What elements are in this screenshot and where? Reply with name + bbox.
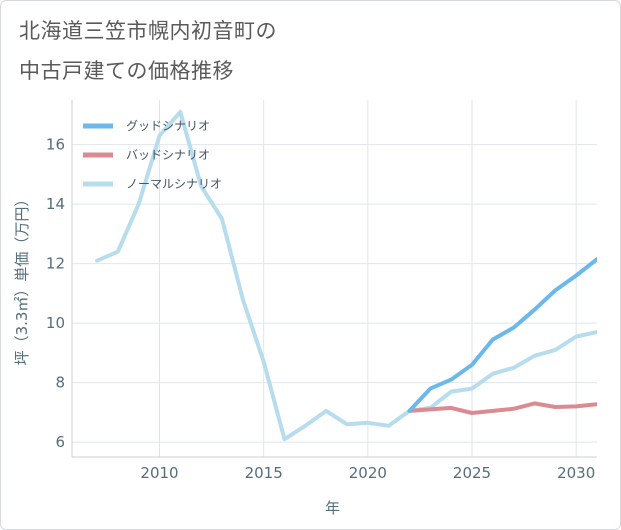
good-scenario-line <box>407 257 597 413</box>
x-tick-label: 2025 <box>453 464 491 482</box>
chart-title-line-1: 北海道三笠市幌内初音町の <box>19 19 277 43</box>
y-tick-label: 14 <box>46 195 65 213</box>
y-tick-label: 10 <box>46 314 65 332</box>
y-tick-label: 16 <box>46 136 65 154</box>
x-tick-label: 2010 <box>140 464 178 482</box>
x-tick-label: 2020 <box>349 464 387 482</box>
legend-normal-scenario-label: ノーマルシナリオ <box>126 177 222 191</box>
y-tick-label: 8 <box>55 374 65 392</box>
x-tick-label: 2030 <box>557 464 595 482</box>
x-axis-label: 年 <box>325 499 340 517</box>
x-tick-label: 2015 <box>245 464 283 482</box>
y-tick-label: 6 <box>55 433 65 451</box>
bad-scenario-line <box>407 401 597 415</box>
series-group <box>95 109 597 442</box>
legend-good-scenario-label: グッドシナリオ <box>126 119 210 133</box>
normal-scenario-line <box>95 109 597 442</box>
y-tick-label: 12 <box>46 255 65 273</box>
y-axis-label: 坪（3.3㎡）単価（万円） <box>13 192 31 366</box>
legend-bad-scenario-label: バッドシナリオ <box>126 148 210 162</box>
chart-title-line-2: 中古戸建ての価格推移 <box>19 59 234 83</box>
